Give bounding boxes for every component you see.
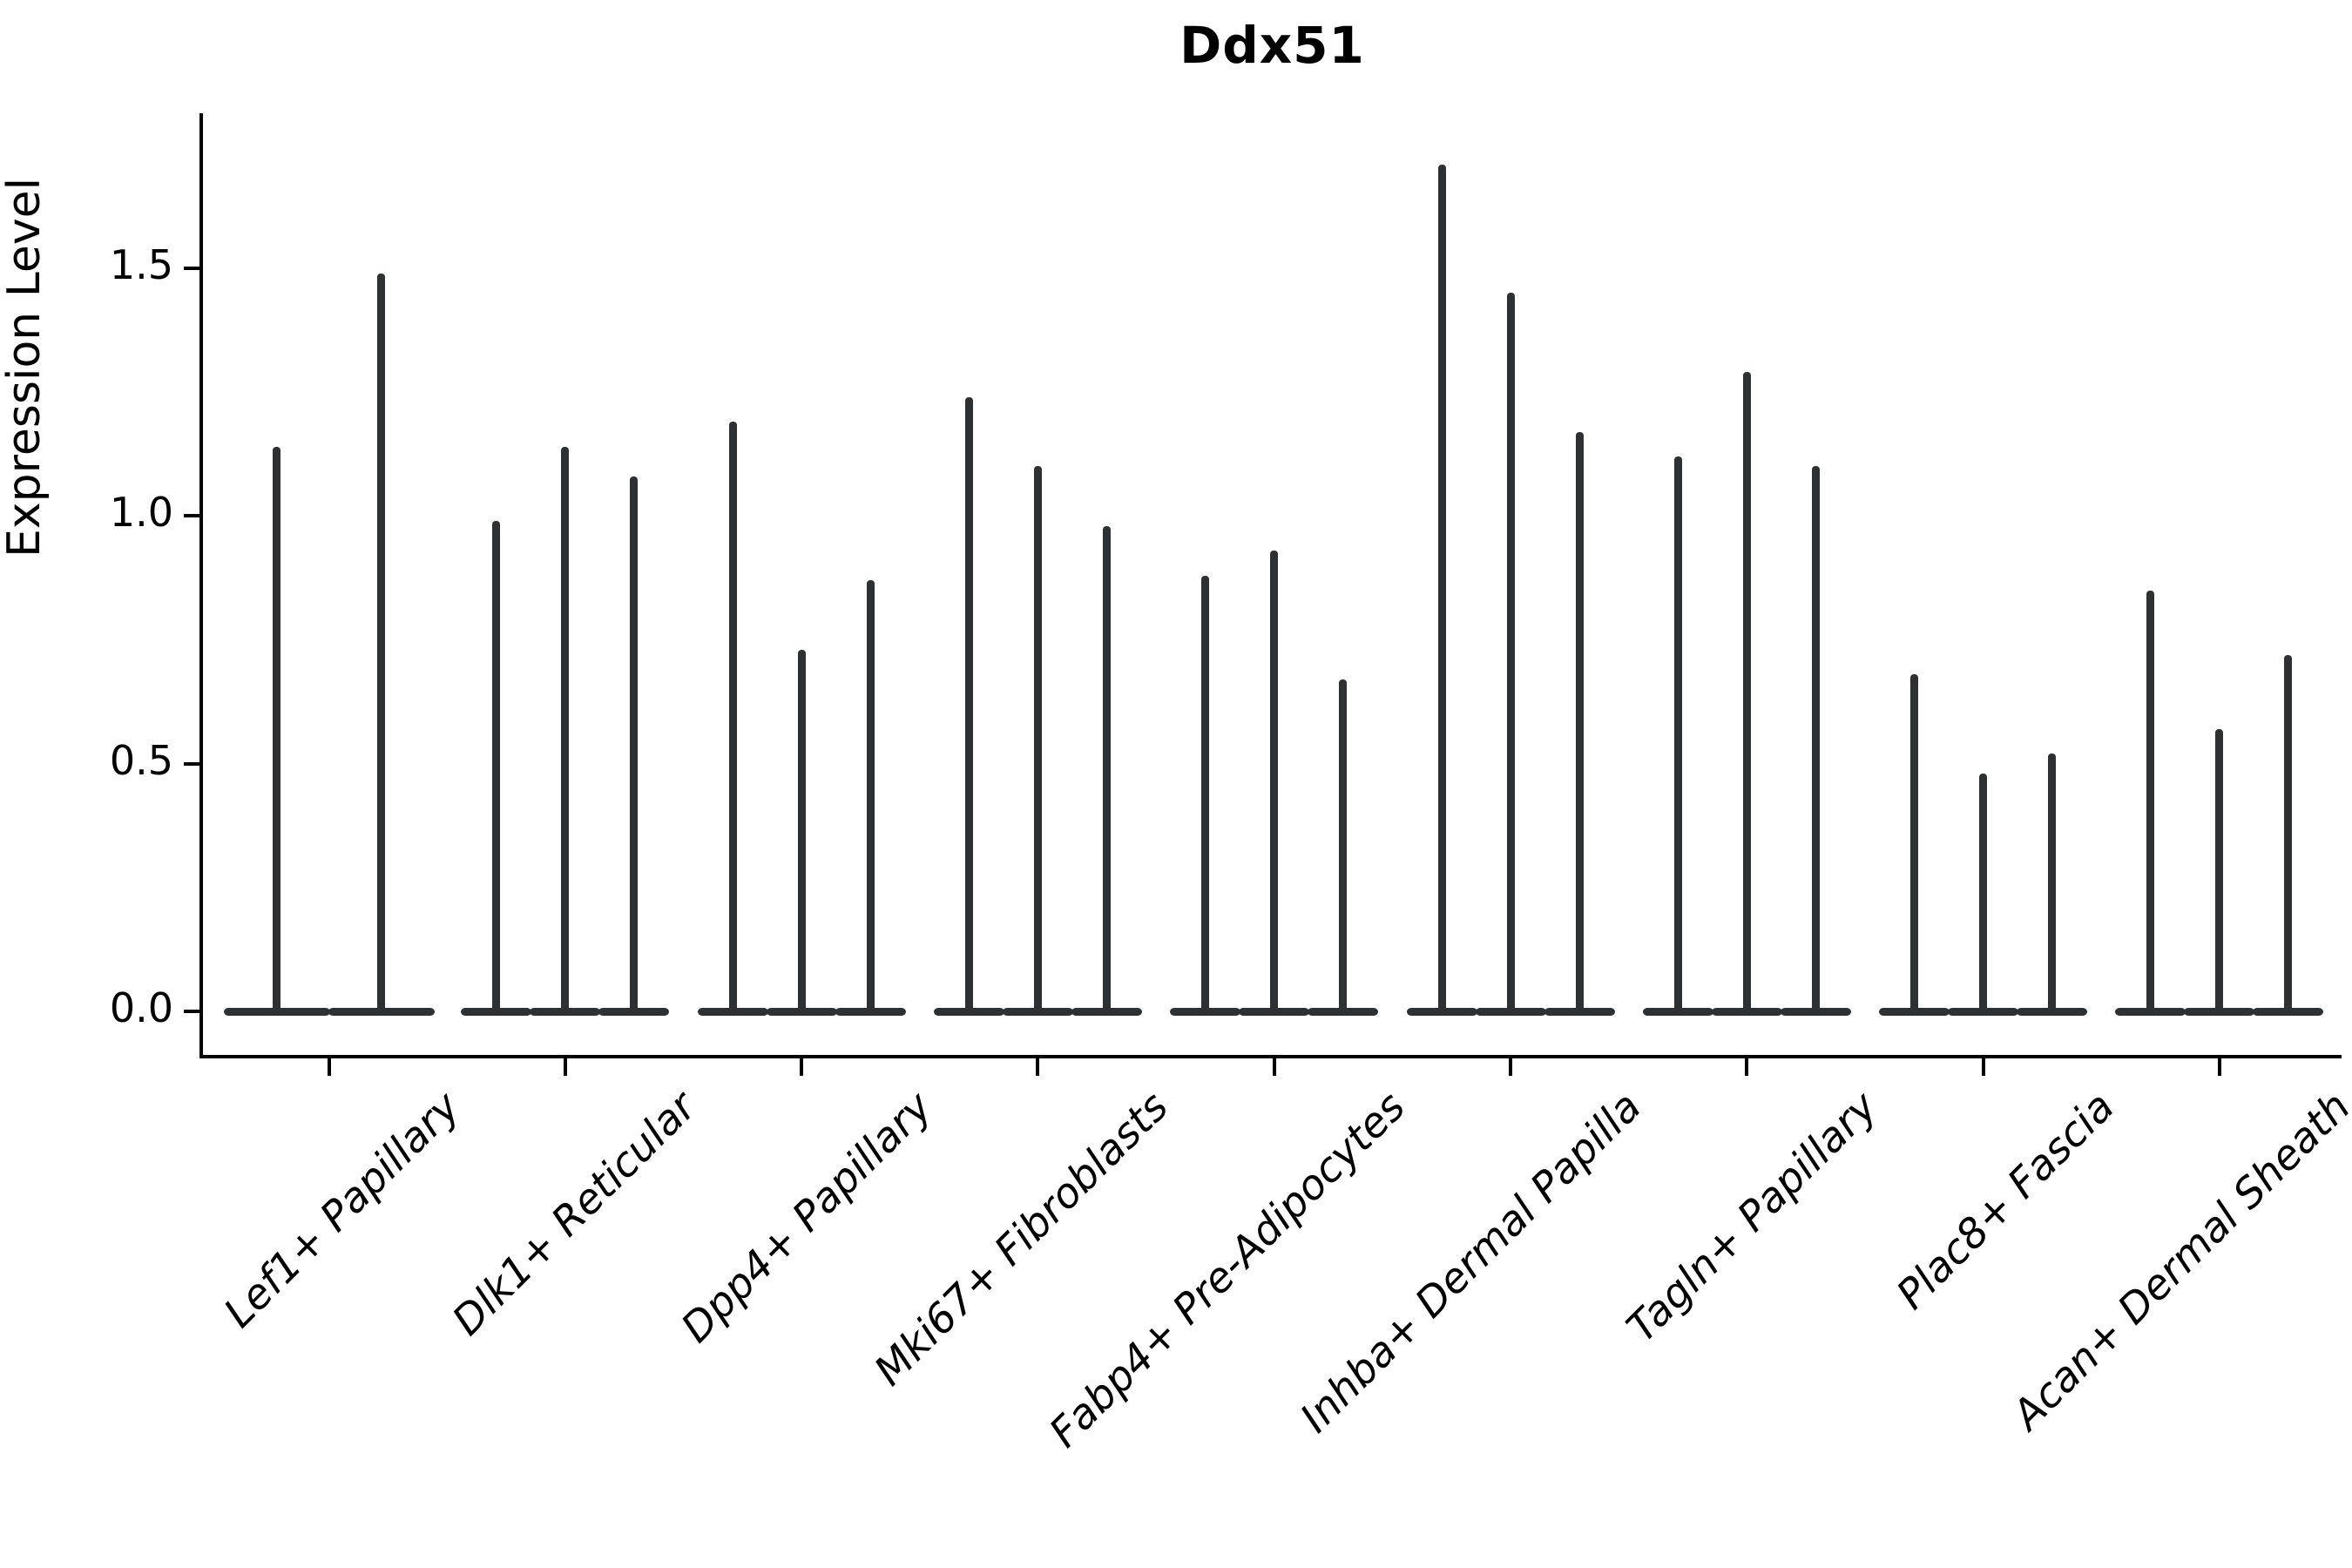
violin-spike — [1102, 525, 1111, 1011]
x-tick — [1981, 1058, 1985, 1076]
violin-spike — [2146, 590, 2155, 1011]
violin-base — [2115, 1007, 2186, 1016]
violin-spike — [273, 446, 280, 1011]
y-tick-label: 0.5 — [109, 736, 173, 784]
violin-spike — [1339, 679, 1348, 1011]
violin-base — [461, 1007, 532, 1016]
violin-base — [1475, 1007, 1546, 1016]
violin-base — [2184, 1007, 2255, 1016]
x-axis-spine — [199, 1055, 2342, 1058]
x-tick-label: Plac8+ Fascia — [1887, 1083, 2124, 1320]
y-tick — [184, 514, 199, 518]
violin-base — [1170, 1007, 1241, 1016]
y-axis-spine — [199, 113, 203, 1058]
y-tick — [184, 266, 199, 270]
violin-spike — [1575, 431, 1584, 1011]
violin-base — [1879, 1007, 1950, 1016]
violin-spike — [492, 521, 501, 1011]
y-tick-label: 1.0 — [109, 489, 173, 537]
violin-spike — [1201, 575, 1210, 1011]
violin-spike — [1033, 466, 1042, 1011]
violin-spike — [1811, 466, 1820, 1011]
violin-base — [2017, 1007, 2088, 1016]
violin-spike — [1742, 372, 1751, 1011]
x-tick-label: Dlk1+ Reticular — [443, 1083, 706, 1345]
violin-base — [223, 1007, 330, 1016]
violin-spike — [964, 396, 973, 1011]
violin-spike — [2284, 654, 2293, 1011]
violin-base — [1308, 1007, 1379, 1016]
violin-spike — [1506, 293, 1515, 1011]
x-tick — [800, 1058, 804, 1076]
violin-spike — [1673, 456, 1682, 1011]
violin-spike — [630, 476, 639, 1011]
violin-spike — [561, 446, 570, 1011]
violin-base — [1780, 1007, 1851, 1016]
y-tick-label: 0.0 — [109, 984, 173, 1031]
x-tick — [327, 1058, 331, 1076]
violin-spike — [728, 422, 737, 1011]
violin-base — [697, 1007, 768, 1016]
violin-base — [1239, 1007, 1310, 1016]
violin-base — [1544, 1007, 1615, 1016]
violin-spike — [1910, 674, 1919, 1011]
y-tick — [184, 1010, 199, 1013]
violin-base — [530, 1007, 601, 1016]
violin-spike — [797, 649, 806, 1011]
x-tick — [1745, 1058, 1749, 1076]
violin-spike — [2215, 728, 2224, 1011]
violin-base — [1642, 1007, 1713, 1016]
violin-spike — [1270, 551, 1279, 1011]
chart-title: Ddx51 — [1179, 16, 1365, 75]
violin-spike — [1979, 774, 1988, 1011]
x-tick — [1272, 1058, 1276, 1076]
violin-spike — [1437, 164, 1446, 1011]
x-tick-label: Tagln+ Papillary — [1618, 1083, 1888, 1352]
x-tick — [563, 1058, 567, 1076]
violin-base — [1406, 1007, 1477, 1016]
violin-base — [598, 1007, 670, 1016]
x-tick-label: Dpp4+ Papillary — [672, 1083, 942, 1353]
x-tick — [2217, 1058, 2221, 1076]
violin-base — [328, 1007, 435, 1016]
x-tick-label: Lef1+ Papillary — [214, 1083, 470, 1338]
violin-base — [1071, 1007, 1142, 1016]
violin-spike — [377, 273, 385, 1011]
violin-spike — [866, 580, 875, 1011]
x-tick — [1509, 1058, 1512, 1076]
violin-base — [1711, 1007, 1782, 1016]
x-tick — [1036, 1058, 1040, 1076]
y-tick — [184, 761, 199, 766]
violin-base — [1002, 1007, 1073, 1016]
violin-base — [835, 1007, 906, 1016]
y-tick-label: 1.5 — [109, 240, 173, 288]
y-axis-label: Expression Level — [0, 177, 51, 558]
violin-base — [2253, 1007, 2324, 1016]
violin-base — [766, 1007, 837, 1016]
violin-spike — [2048, 754, 2057, 1011]
violin-base — [1948, 1007, 2019, 1016]
violin-base — [933, 1007, 1004, 1016]
